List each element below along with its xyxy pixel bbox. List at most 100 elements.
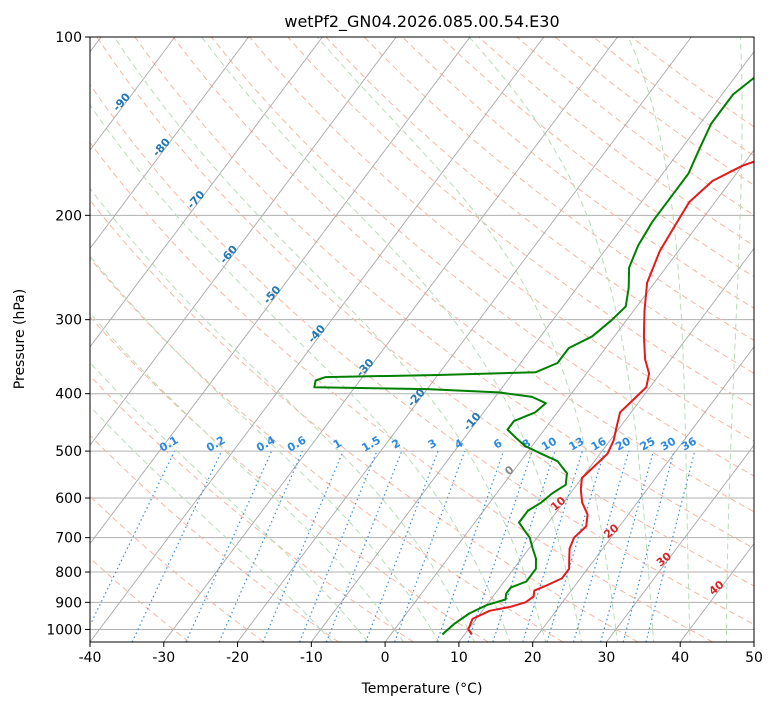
moist-adiabat bbox=[430, 629, 440, 642]
temperature-line bbox=[467, 160, 754, 636]
y-tick-label: 700 bbox=[55, 531, 82, 547]
isotherm bbox=[753, 641, 754, 642]
isotherm bbox=[458, 247, 754, 642]
dry-adiabat bbox=[90, 374, 414, 642]
moist-adiabat bbox=[90, 187, 469, 630]
y-axis-label: Pressure (hPa) bbox=[12, 289, 28, 389]
mixing-ratio-line bbox=[218, 450, 304, 642]
moist-adiabat bbox=[90, 405, 322, 630]
x-axis-ticks: -40 -30 -20 -10 0 10 20 30 40 50 bbox=[79, 642, 763, 666]
dry-adiabat bbox=[287, 37, 754, 408]
dry-adiabat bbox=[90, 141, 713, 642]
dry-adiabat bbox=[90, 83, 754, 625]
y-tick-label: 800 bbox=[55, 565, 82, 581]
isotherm bbox=[237, 37, 692, 642]
moist-adiabat bbox=[689, 629, 691, 642]
mixing-ratio-line bbox=[572, 450, 630, 642]
isotherm bbox=[90, 37, 545, 642]
moist-adiabat bbox=[541, 629, 547, 642]
wet-bulb-label: 40 bbox=[706, 578, 726, 598]
mixing-ratio-label: 3 bbox=[426, 437, 439, 452]
moist-adiabat bbox=[90, 104, 506, 630]
dry-adiabat bbox=[96, 37, 754, 587]
mixing-ratio-label: 1 bbox=[331, 437, 344, 452]
dry-adiabat bbox=[363, 37, 754, 342]
wet-bulb-label: 20 bbox=[601, 521, 621, 541]
dry-adiabat bbox=[134, 37, 754, 550]
y-tick-label: 100 bbox=[55, 30, 82, 46]
mixing-ratio-label: 6 bbox=[491, 436, 504, 451]
moist-adiabat bbox=[90, 312, 395, 630]
dry-adiabat bbox=[172, 37, 754, 513]
theta-label: -10 bbox=[461, 410, 484, 434]
pressure-gridlines bbox=[90, 37, 754, 630]
x-tick-label: -10 bbox=[300, 650, 323, 666]
dry-adiabat bbox=[90, 199, 639, 642]
theta-label: -90 bbox=[110, 90, 133, 114]
x-tick-label: 0 bbox=[381, 650, 390, 666]
wet-bulb-label: 10 bbox=[548, 494, 568, 514]
isotherm bbox=[310, 51, 754, 642]
mixing-ratio-line bbox=[492, 450, 556, 642]
isotherm bbox=[384, 149, 754, 642]
mixing-ratio-label: 2 bbox=[389, 437, 402, 452]
moist-adiabat bbox=[316, 37, 617, 630]
moist-adiabat bbox=[726, 37, 743, 630]
isotherm bbox=[90, 37, 471, 545]
mixing-ratio-line bbox=[90, 450, 176, 627]
isotherm bbox=[606, 444, 754, 642]
mixing-ratio-line bbox=[394, 450, 466, 642]
x-tick-label: 10 bbox=[450, 650, 468, 666]
moist-adiabat bbox=[627, 37, 691, 630]
x-tick-label: 40 bbox=[671, 650, 689, 666]
dry-adiabat bbox=[402, 37, 754, 309]
moist-adiabat bbox=[468, 37, 654, 630]
moist-adiabat bbox=[394, 629, 404, 642]
x-tick-label: -40 bbox=[79, 650, 102, 666]
x-tick-label: -20 bbox=[226, 650, 249, 666]
moist-adiabat bbox=[615, 629, 618, 642]
x-tick-label: 50 bbox=[745, 650, 763, 666]
dry-adiabat bbox=[478, 37, 754, 247]
dry-adiabat bbox=[440, 37, 754, 278]
dry-adiabat bbox=[211, 37, 754, 477]
moist-adiabat bbox=[652, 629, 655, 642]
plot-frame bbox=[89, 36, 755, 643]
wet-bulb-label: 0 bbox=[502, 463, 516, 478]
dry-adiabat bbox=[90, 557, 190, 642]
moist-adiabats bbox=[90, 37, 743, 642]
dry-adiabats bbox=[90, 37, 754, 642]
y-tick-label: 900 bbox=[55, 595, 82, 611]
y-tick-label: 500 bbox=[55, 444, 82, 460]
moist-adiabat bbox=[357, 629, 369, 642]
x-axis-label: Temperature (°C) bbox=[361, 681, 483, 697]
dry-adiabat bbox=[90, 315, 489, 642]
y-tick-label: 200 bbox=[55, 208, 82, 224]
mixing-ratio-line bbox=[522, 450, 583, 642]
y-axis-ticks: 100 200 300 400 500 600 700 800 900 1000 bbox=[46, 30, 90, 638]
y-tick-label: 600 bbox=[55, 491, 82, 507]
mixing-ratio-line bbox=[365, 450, 439, 642]
theta-label: -60 bbox=[217, 243, 240, 267]
mixing-ratio-line bbox=[622, 450, 675, 642]
moist-adiabat bbox=[504, 629, 511, 642]
isotherm bbox=[90, 37, 397, 447]
x-tick-label: -30 bbox=[152, 650, 175, 666]
moist-adiabat bbox=[90, 361, 358, 630]
mixing-ratio-lines bbox=[90, 450, 696, 642]
y-tick-label: 300 bbox=[55, 313, 82, 329]
dry-adiabat bbox=[90, 257, 564, 642]
isotherms bbox=[90, 37, 754, 642]
wet-bulb-label: 30 bbox=[654, 549, 674, 569]
isotherm bbox=[90, 37, 249, 250]
mixing-ratio-line bbox=[298, 450, 378, 642]
profile-series bbox=[313, 76, 754, 636]
mixing-ratio-line bbox=[467, 450, 533, 642]
chart-title: wetPf2_GN04.2026.085.00.54.E30 bbox=[284, 12, 559, 32]
mixing-ratio-line bbox=[645, 450, 696, 642]
isotherm bbox=[163, 37, 618, 642]
moist-adiabat bbox=[113, 37, 543, 630]
mixing-ratio-line bbox=[185, 450, 273, 642]
moist-adiabat bbox=[320, 629, 333, 642]
